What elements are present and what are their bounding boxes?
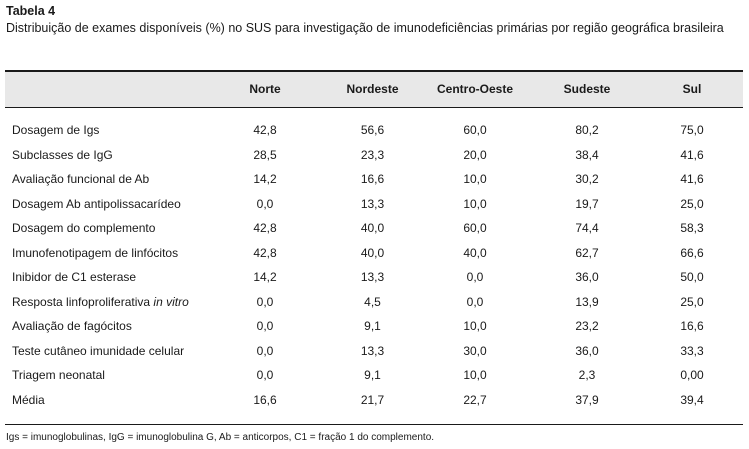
table-row: Resposta linfoproliferativa in vitro 0,0… bbox=[5, 290, 743, 314]
row-label-italic: in vitro bbox=[153, 294, 189, 309]
cell-value: 13,3 bbox=[360, 270, 385, 284]
cell-value: 13,3 bbox=[360, 343, 385, 358]
cell-value: 38,4 bbox=[575, 147, 599, 162]
cell-value: 10,0 bbox=[463, 319, 487, 333]
row-label: Dosagem de Igs bbox=[12, 123, 100, 137]
row-label: Imunofenotipagem de linfócitos bbox=[12, 245, 179, 260]
cell-value: 2,3 bbox=[578, 368, 596, 382]
cell-value: 0,0 bbox=[256, 294, 274, 309]
cell-value: 13,3 bbox=[360, 196, 385, 211]
cell-value: 0,00 bbox=[680, 368, 704, 382]
cell-value: 20,0 bbox=[463, 147, 487, 162]
cell-value: 14,2 bbox=[253, 172, 277, 186]
table-row: Teste cutâneo imunidade celular 0,0 13,3… bbox=[5, 339, 743, 363]
cell-value: 16,6 bbox=[360, 172, 385, 186]
cell-value: 10,0 bbox=[463, 368, 487, 382]
cell-value: 0,0 bbox=[256, 196, 274, 211]
cell-value: 36,0 bbox=[575, 343, 599, 358]
row-label: Triagem neonatal bbox=[12, 368, 105, 382]
row-label: Avaliação funcional de Ab bbox=[12, 172, 150, 186]
cell-value: 40,0 bbox=[360, 245, 385, 260]
cell-value: 42,8 bbox=[253, 123, 277, 137]
column-header-centro-oeste: Centro-Oeste bbox=[436, 82, 513, 96]
cell-value: 9,1 bbox=[364, 319, 381, 333]
table-row: Dosagem Ab antipolissacarídeo 0,0 13,3 1… bbox=[5, 192, 743, 216]
table-caption: Distribuição de exames disponíveis (%) n… bbox=[6, 21, 724, 35]
table-row: Subclasses de IgG 28,5 23,3 20,0 38,4 41… bbox=[5, 143, 743, 167]
row-label: Resposta linfoproliferativa in vitro bbox=[12, 290, 189, 314]
cell-value: 60,0 bbox=[463, 123, 487, 137]
cell-value: 25,0 bbox=[680, 196, 704, 211]
table-row: Imunofenotipagem de linfócitos 42,8 40,0… bbox=[5, 241, 743, 265]
table-top-rule bbox=[5, 70, 743, 72]
table-row: Dosagem de Igs 42,8 56,6 60,0 80,2 75,0 bbox=[5, 118, 743, 142]
table-bottom-rule bbox=[5, 424, 743, 425]
cell-value: 33,3 bbox=[680, 343, 704, 358]
cell-value: 50,0 bbox=[680, 270, 704, 284]
cell-value: 60,0 bbox=[463, 221, 487, 235]
column-header-norte: Norte bbox=[249, 82, 281, 96]
cell-value: 80,2 bbox=[575, 123, 599, 137]
cell-value: 42,8 bbox=[253, 245, 277, 260]
table-row: Avaliação funcional de Ab 14,2 16,6 10,0… bbox=[5, 167, 743, 191]
column-header-nordeste: Nordeste bbox=[346, 82, 399, 96]
cell-value: 41,6 bbox=[680, 147, 704, 162]
row-label: Dosagem do complemento bbox=[12, 221, 156, 235]
cell-value: 39,4 bbox=[680, 392, 704, 407]
table-row: Inibidor de C1 esterase 14,2 13,3 0,0 36… bbox=[5, 265, 743, 289]
cell-value: 0,0 bbox=[466, 270, 484, 284]
cell-value: 14,2 bbox=[253, 270, 277, 284]
row-label: Avaliação de fagócitos bbox=[12, 319, 132, 333]
cell-value: 40,0 bbox=[360, 221, 385, 235]
cell-value: 74,4 bbox=[575, 221, 599, 235]
cell-value: 9,1 bbox=[364, 368, 381, 382]
row-label: Inibidor de C1 esterase bbox=[12, 270, 137, 284]
cell-value: 30,2 bbox=[575, 172, 599, 186]
cell-value: 36,0 bbox=[575, 270, 599, 284]
column-header-sul: Sul bbox=[682, 82, 702, 96]
table-footnote: Igs = imunoglobulinas, IgG = imunoglobul… bbox=[6, 432, 435, 443]
cell-value: 42,8 bbox=[253, 221, 277, 235]
column-header-sudeste: Sudeste bbox=[563, 82, 611, 96]
cell-value: 22,7 bbox=[463, 392, 487, 407]
cell-value: 19,7 bbox=[575, 196, 599, 211]
cell-value: 75,0 bbox=[680, 123, 704, 137]
cell-value: 4,5 bbox=[364, 294, 381, 309]
row-label: Teste cutâneo imunidade celular bbox=[12, 343, 185, 358]
cell-value: 21,7 bbox=[360, 392, 385, 407]
row-label-text: Resposta linfoproliferativa bbox=[12, 294, 151, 309]
cell-value: 0,0 bbox=[256, 343, 274, 358]
cell-value: 16,6 bbox=[253, 392, 277, 407]
cell-value: 56,6 bbox=[360, 123, 385, 137]
table-row: Dosagem do complemento 42,8 40,0 60,0 74… bbox=[5, 216, 743, 240]
table-row: Avaliação de fagócitos 0,0 9,1 10,0 23,2… bbox=[5, 314, 743, 338]
cell-value: 28,5 bbox=[253, 147, 277, 162]
cell-value: 0,0 bbox=[256, 319, 274, 333]
cell-value: 30,0 bbox=[463, 343, 487, 358]
cell-value: 10,0 bbox=[463, 172, 487, 186]
row-label: Dosagem Ab antipolissacarídeo bbox=[12, 196, 181, 211]
cell-value: 10,0 bbox=[463, 196, 487, 211]
table-header: Norte Nordeste Centro-Oeste Sudeste Sul bbox=[5, 72, 743, 108]
cell-value: 13,9 bbox=[575, 294, 599, 309]
cell-value: 41,6 bbox=[680, 172, 704, 186]
cell-value: 23,2 bbox=[575, 319, 599, 333]
cell-value: 58,3 bbox=[680, 221, 704, 235]
cell-value: 25,0 bbox=[680, 294, 704, 309]
table-row: Triagem neonatal 0,0 9,1 10,0 2,3 0,00 bbox=[5, 363, 743, 387]
row-label: Subclasses de IgG bbox=[12, 147, 113, 162]
table-row: Média 16,6 21,7 22,7 37,9 39,4 bbox=[5, 388, 743, 412]
cell-value: 40,0 bbox=[463, 245, 487, 260]
table-title: Tabela 4 bbox=[6, 4, 56, 18]
cell-value: 23,3 bbox=[360, 147, 385, 162]
row-label: Média bbox=[12, 392, 45, 407]
cell-value: 0,0 bbox=[256, 368, 274, 382]
cell-value: 66,6 bbox=[680, 245, 704, 260]
cell-value: 16,6 bbox=[680, 319, 704, 333]
cell-value: 62,7 bbox=[575, 245, 599, 260]
cell-value: 0,0 bbox=[466, 294, 484, 309]
cell-value: 37,9 bbox=[575, 392, 599, 407]
